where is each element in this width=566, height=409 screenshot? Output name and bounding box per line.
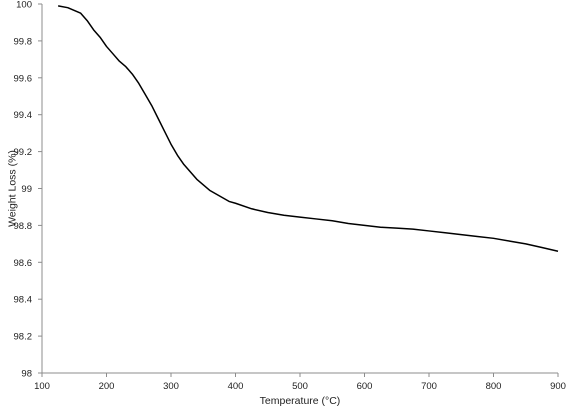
y-axis-title: Weight Loss (%) [7,150,19,227]
x-tick-label: 800 [486,381,502,392]
y-tick-label: 98 [21,369,32,380]
y-tick-label: 99.6 [14,73,33,84]
x-tick-label: 900 [550,381,566,392]
x-tick-label: 200 [99,381,115,392]
x-tick-label: 700 [421,381,437,392]
x-tick-label: 600 [357,381,373,392]
y-tick-label: 98.4 [14,295,33,306]
x-axis-ticks: 100 200 300 400 500 600 700 800 900 [34,373,566,392]
y-tick-label: 98.6 [14,258,33,269]
y-tick-label: 99.8 [14,36,33,47]
y-tick-label: 99.4 [14,110,33,121]
y-tick-label: 98.8 [14,221,33,232]
x-tick-label: 300 [163,381,179,392]
y-tick-label: 99.2 [14,147,33,158]
y-axis-ticks: 98 98.2 98.4 98.6 98.8 99 99.2 99.4 99.6 99.8 100 [14,0,42,380]
x-tick-label: 100 [34,381,50,392]
y-tick-label: 99 [21,184,32,195]
x-axis-title: Temperature (°C) [260,395,341,407]
y-tick-label: 98.2 [14,332,33,343]
weight-loss-series-line [57,5,559,252]
x-tick-label: 500 [292,381,308,392]
y-tick-label: 100 [16,0,32,11]
x-tick-label: 400 [228,381,244,392]
